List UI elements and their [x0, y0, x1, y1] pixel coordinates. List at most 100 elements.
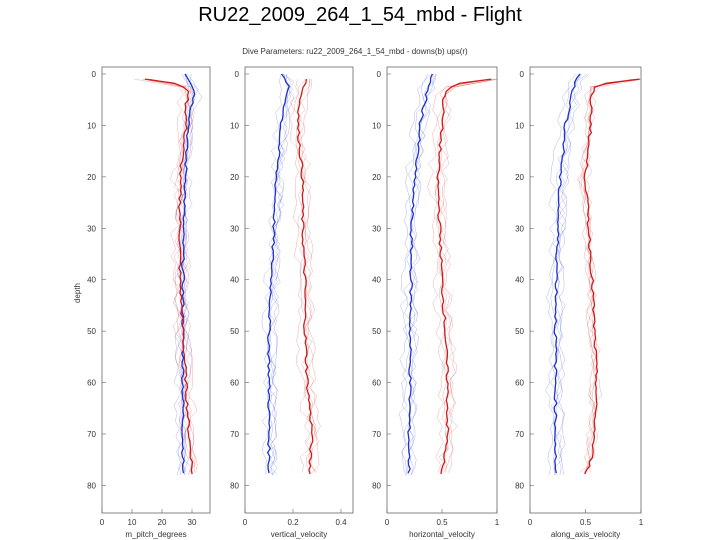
ups-trace — [440, 78, 497, 473]
y-tick-label: 0 — [235, 70, 240, 79]
x-tick-label: 0 — [243, 518, 248, 527]
y-tick-label: 50 — [230, 327, 239, 336]
x-tick-label: 0 — [385, 518, 390, 527]
x-tick-label: 20 — [158, 518, 167, 527]
downs-trace — [269, 73, 291, 476]
ups-mean-line — [436, 78, 492, 475]
x-tick-label: 0.2 — [287, 518, 299, 527]
y-tick-label: 50 — [515, 327, 524, 336]
downs-trace — [401, 73, 433, 476]
x-tick-label: 1 — [639, 518, 644, 527]
panel-horizontal-velocity: 0 10 20 30 40 50 60 70 80 0 0.5 1 horizontal_velocit… — [372, 66, 500, 539]
panel-frame — [529, 66, 642, 514]
ups-trace — [581, 78, 633, 473]
panel-vertical-velocity: 0 10 20 30 40 50 60 70 80 0 0.2 0.4 vertical_velocit… — [230, 66, 354, 539]
y-tick-label: 20 — [372, 173, 381, 182]
plot-area — [398, 73, 497, 476]
y-tick-label: 80 — [230, 481, 239, 490]
ups-trace — [294, 78, 315, 473]
x-axis-label: along_axis_velocity — [551, 530, 620, 539]
x-axis-label: vertical_velocity — [271, 530, 327, 539]
y-tick-label: 10 — [87, 121, 96, 130]
y-tick-label: 70 — [515, 430, 524, 439]
ups-trace — [149, 78, 198, 473]
y-tick-label: 40 — [87, 276, 96, 285]
x-axis-label: m_pitch_degrees — [125, 530, 186, 539]
y-tick-label: 0 — [92, 70, 97, 79]
downs-trace — [268, 73, 293, 476]
y-tick-label: 20 — [87, 173, 96, 182]
y-tick-label: 80 — [515, 481, 524, 490]
downs-trace — [261, 73, 282, 476]
downs-mean-line — [181, 73, 196, 474]
ups-mean-line — [583, 78, 640, 475]
ups-trace — [585, 79, 641, 473]
y-tick-label: 0 — [520, 70, 525, 79]
y-tick-label: 80 — [87, 481, 96, 490]
y-tick-label: 70 — [372, 430, 381, 439]
x-tick-label: 0.4 — [335, 518, 347, 527]
ups-trace — [141, 78, 196, 473]
y-tick-label: 20 — [230, 173, 239, 182]
ups-trace — [134, 78, 187, 473]
slide-title: RU22_2009_264_1_54_mbd - Flight — [198, 4, 522, 26]
ups-mean-line — [144, 78, 194, 475]
downs-trace — [545, 73, 577, 476]
ups-trace — [440, 79, 497, 473]
ups-trace — [144, 78, 193, 473]
y-tick-label: 60 — [87, 379, 96, 388]
y-tick-label: 40 — [230, 276, 239, 285]
ups-trace — [580, 78, 638, 473]
downs-trace — [408, 73, 434, 476]
y-tick-label: 50 — [372, 327, 381, 336]
plot-area — [261, 73, 321, 476]
y-tick-label: 70 — [87, 430, 96, 439]
y-tick-label: 10 — [515, 121, 524, 130]
panel-frame — [101, 66, 211, 514]
x-tick-label: 30 — [188, 518, 197, 527]
y-tick-label: 40 — [372, 276, 381, 285]
chart-title: Dive Parameters: ru22_2009_264_1_54_mbd … — [242, 47, 468, 56]
panel-along-axis-velocity: 0 10 20 30 40 50 60 70 80 0 0.5 1 along_axis_velocit… — [515, 66, 644, 539]
y-tick-label: 10 — [372, 121, 381, 130]
x-tick-label: 0 — [100, 518, 105, 527]
y-tick-label: 30 — [87, 224, 96, 233]
y-tick-label: 60 — [372, 379, 381, 388]
downs-trace — [557, 73, 590, 476]
y-tick-label: 80 — [372, 481, 381, 490]
x-tick-label: 1 — [495, 518, 500, 527]
downs-trace — [268, 73, 295, 476]
ups-trace — [298, 79, 320, 473]
plot-area — [134, 73, 203, 476]
downs-mean-line — [407, 73, 433, 474]
y-tick-label: 60 — [230, 379, 239, 388]
downs-trace — [398, 73, 428, 476]
y-tick-label: 40 — [515, 276, 524, 285]
ups-mean-line — [296, 79, 314, 475]
ups-trace — [289, 79, 311, 473]
x-tick-label: 0.5 — [436, 518, 448, 527]
y-tick-label: 30 — [515, 224, 524, 233]
x-tick-label: 0 — [528, 518, 533, 527]
ups-trace — [300, 79, 321, 473]
x-tick-label: 10 — [128, 518, 137, 527]
y-tick-label: 70 — [230, 430, 239, 439]
y-tick-label: 30 — [230, 224, 239, 233]
downs-trace — [173, 73, 194, 476]
x-axis-label: horizontal_velocity — [409, 530, 475, 539]
plot-area — [545, 73, 641, 476]
y-tick-label: 10 — [230, 121, 239, 130]
panel-frame — [244, 66, 354, 514]
y-tick-label: 30 — [372, 224, 381, 233]
downs-mean-line — [553, 73, 581, 474]
downs-mean-line — [266, 73, 290, 474]
y-tick-label: 20 — [515, 173, 524, 182]
ups-trace — [576, 78, 637, 473]
ups-trace — [150, 78, 198, 473]
y-tick-label: 50 — [87, 327, 96, 336]
y-tick-label: 0 — [377, 70, 382, 79]
y-axis-label: depth — [73, 283, 82, 303]
